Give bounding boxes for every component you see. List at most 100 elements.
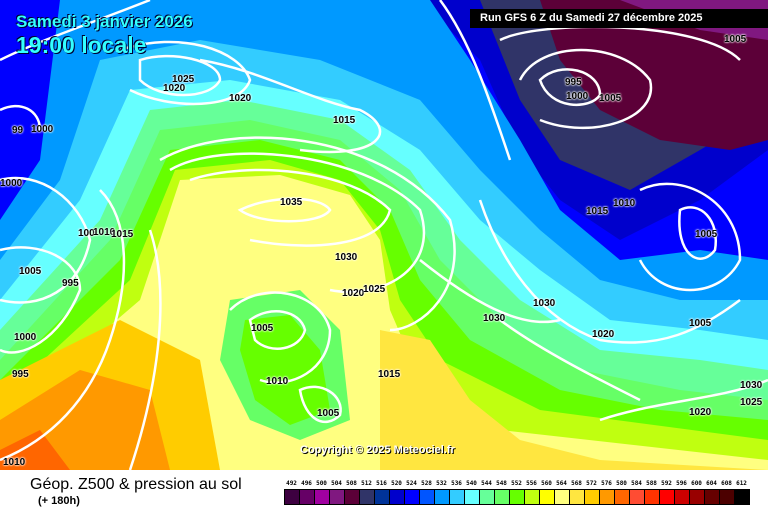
pressure-label: 99 [12, 125, 24, 136]
legend-swatch: 544 [479, 480, 495, 505]
legend-swatch: 540 [464, 480, 480, 505]
legend-swatch: 572 [584, 480, 600, 505]
legend-color [284, 489, 300, 505]
pressure-label: 1025 [363, 284, 386, 295]
legend-color [599, 489, 615, 505]
pressure-label: 1005 [317, 408, 340, 419]
pressure-label: 1000 [14, 332, 37, 343]
legend-color [314, 489, 330, 505]
legend-color [524, 489, 540, 505]
legend-color [389, 489, 405, 505]
pressure-label: 1015 [378, 369, 401, 380]
legend-level-label: 576 [601, 480, 612, 487]
legend-level-label: 604 [706, 480, 717, 487]
legend-color [629, 489, 645, 505]
pressure-label: 1005 [19, 266, 42, 277]
legend-level-label: 504 [331, 480, 342, 487]
pressure-label: 1005 [724, 34, 747, 45]
legend-level-label: 580 [616, 480, 627, 487]
legend-swatch: 608 [719, 480, 735, 505]
legend-level-label: 592 [661, 480, 672, 487]
pressure-label: 1020 [163, 83, 186, 94]
legend-swatch: 528 [419, 480, 435, 505]
pressure-label: 1000 [566, 91, 589, 102]
pressure-label: 1005 [695, 229, 718, 240]
pressure-label: 1010 [3, 457, 26, 468]
legend-swatch: 548 [494, 480, 510, 505]
pressure-label: 1035 [280, 197, 303, 208]
legend-swatch: 516 [374, 480, 390, 505]
pressure-label: 1020 [689, 407, 712, 418]
pressure-label: 995 [12, 369, 29, 380]
legend-swatch: 556 [524, 480, 540, 505]
legend-swatch: 592 [659, 480, 675, 505]
legend-color [674, 489, 690, 505]
legend-color [359, 489, 375, 505]
legend-color [689, 489, 705, 505]
legend-color [479, 489, 495, 505]
legend-swatch: 492 [284, 480, 300, 505]
legend-swatch: 576 [599, 480, 615, 505]
legend-level-label: 520 [391, 480, 402, 487]
legend-level-label: 608 [721, 480, 732, 487]
legend-level-label: 612 [736, 480, 747, 487]
legend-level-label: 568 [571, 480, 582, 487]
pressure-label: 1025 [172, 74, 195, 85]
forecast-time: 19:00 locale [16, 32, 147, 58]
legend-level-label: 492 [286, 480, 297, 487]
geopotential-field [0, 0, 768, 470]
pressure-label: 1030 [533, 298, 556, 309]
legend-level-label: 556 [526, 480, 537, 487]
legend-level-label: 508 [346, 480, 357, 487]
pressure-label: 1030 [335, 252, 358, 263]
legend-color [554, 489, 570, 505]
legend-swatch: 584 [629, 480, 645, 505]
legend-swatch: 504 [329, 480, 345, 505]
legend-swatch: 496 [299, 480, 315, 505]
run-info: Run GFS 6 Z du Samedi 27 décembre 2025 [470, 9, 768, 28]
legend-level-label: 536 [451, 480, 462, 487]
pressure-label: 1020 [229, 93, 252, 104]
legend-level-label: 560 [541, 480, 552, 487]
weather-map: 1025 1020 1020 995 1000 1005 1005 1015 99 1000 100… [0, 0, 768, 470]
pressure-label: 1005 [251, 323, 274, 334]
pressure-label: 100 [78, 228, 95, 239]
legend-swatch: 564 [554, 480, 570, 505]
legend-color [419, 489, 435, 505]
legend-level-label: 516 [376, 480, 387, 487]
legend-level-label: 496 [301, 480, 312, 487]
legend-level-label: 540 [466, 480, 477, 487]
legend-level-label: 544 [481, 480, 492, 487]
pressure-label: 1000 [0, 178, 23, 189]
legend-color [404, 489, 420, 505]
legend-swatch: 612 [734, 480, 750, 505]
color-scale-legend: 492 496 500 504 508 512 516 520 524 528 532 536 540 5… [284, 480, 750, 505]
pressure-label: 1015 [586, 206, 609, 217]
legend-swatch: 560 [539, 480, 555, 505]
pressure-label: 1015 [111, 229, 134, 240]
pressure-label: 995 [565, 77, 582, 88]
legend-color [344, 489, 360, 505]
legend-level-label: 552 [511, 480, 522, 487]
legend-color [719, 489, 735, 505]
pressure-label: 1030 [740, 380, 763, 391]
legend-swatch: 552 [509, 480, 525, 505]
legend-level-label: 528 [421, 480, 432, 487]
legend-swatch: 580 [614, 480, 630, 505]
legend-swatch: 600 [689, 480, 705, 505]
pressure-label: 1005 [689, 318, 712, 329]
legend-level-label: 524 [406, 480, 417, 487]
legend-swatch: 500 [314, 480, 330, 505]
legend-swatch: 520 [389, 480, 405, 505]
legend-color [299, 489, 315, 505]
copyright: Copyright © 2025 Meteociel.fr [300, 444, 455, 456]
legend-color [494, 489, 510, 505]
legend-color [449, 489, 465, 505]
legend-level-label: 512 [361, 480, 372, 487]
legend-color [509, 489, 525, 505]
legend-color [704, 489, 720, 505]
legend-swatch: 588 [644, 480, 660, 505]
legend-color [734, 489, 750, 505]
legend-color [464, 489, 480, 505]
forecast-date: Samedi 3 janvier 2026 [16, 12, 193, 31]
